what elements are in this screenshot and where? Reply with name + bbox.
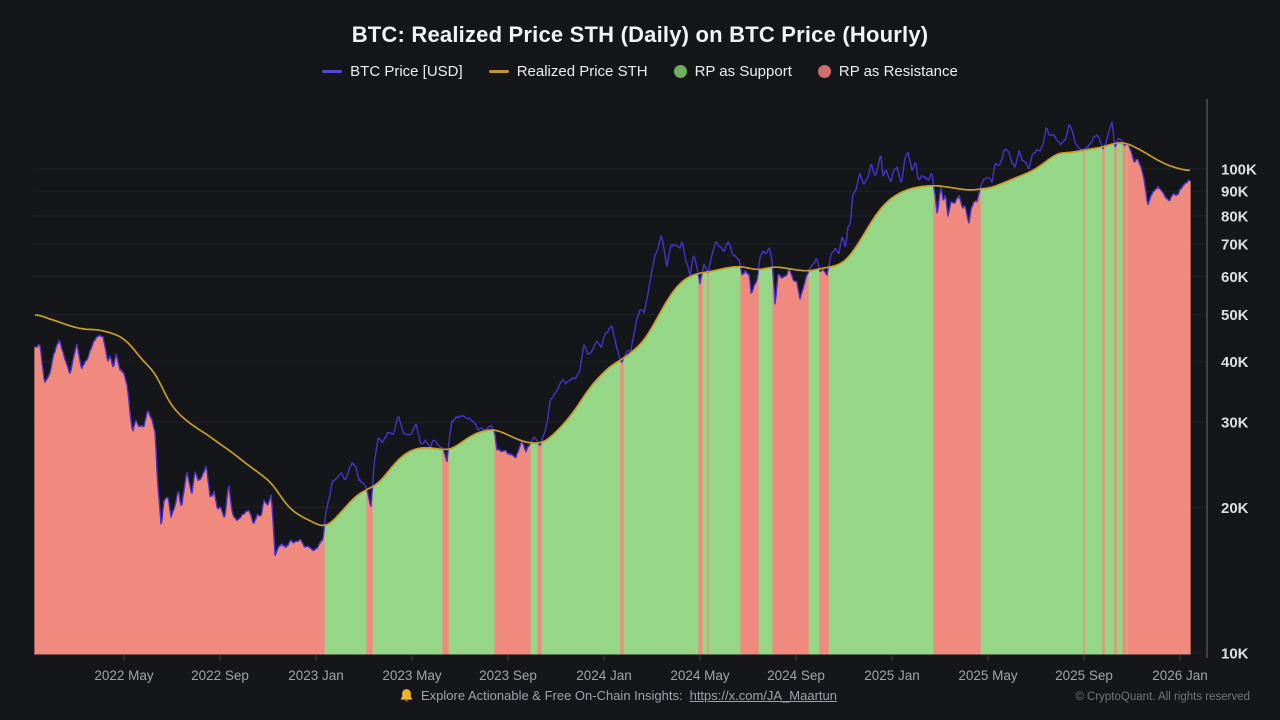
svg-text:2023 Sep: 2023 Sep [479,668,537,683]
svg-text:2025 May: 2025 May [958,668,1018,683]
legend-item-btc-price: BTC Price [USD] [322,63,463,80]
svg-text:2022 May: 2022 May [94,668,154,683]
svg-text:50K: 50K [1221,307,1249,324]
svg-text:40K: 40K [1221,354,1249,371]
chart-legend: BTC Price [USD] Realized Price STH RP as… [0,63,1280,80]
svg-text:2024 May: 2024 May [670,668,730,683]
legend-label: BTC Price [USD] [350,63,463,80]
svg-text:10K: 10K [1221,646,1249,663]
line-swatch-icon [322,70,343,73]
svg-text:2024 Jan: 2024 Jan [576,668,632,683]
svg-text:2023 May: 2023 May [382,668,442,683]
svg-text:2023 Jan: 2023 Jan [288,668,344,683]
svg-text:90K: 90K [1221,184,1249,201]
svg-text:70K: 70K [1221,237,1249,254]
svg-text:80K: 80K [1221,208,1249,225]
circle-swatch-icon [673,65,687,78]
svg-text:20K: 20K [1221,500,1249,517]
line-swatch-icon [488,70,509,73]
legend-item-realized-price: Realized Price STH [488,63,648,80]
legend-item-rp-support: RP as Support [673,63,792,80]
legend-item-rp-resistance: RP as Resistance [817,63,958,80]
svg-text:2025 Sep: 2025 Sep [1055,668,1113,683]
svg-text:2026 Jan: 2026 Jan [1152,668,1208,683]
svg-text:30K: 30K [1221,415,1249,432]
footer-promo-text: Explore Actionable & Free On-Chain Insig… [421,688,683,703]
svg-text:100K: 100K [1221,162,1257,179]
chart-title: BTC: Realized Price STH (Daily) on BTC P… [351,22,929,47]
footer-promo: Explore Actionable & Free On-Chain Insig… [399,688,837,703]
legend-label: RP as Resistance [838,63,958,80]
legend-label: Realized Price STH [516,63,648,80]
circle-swatch-icon [817,65,831,78]
svg-text:2022 Sep: 2022 Sep [191,668,249,683]
footer-promo-link[interactable]: https://x.com/JA_Maartun [689,688,837,703]
svg-text:2025 Jan: 2025 Jan [864,668,920,683]
bell-icon [400,689,413,702]
copyright-text: © CryptoQuant. All rights reserved [1075,691,1250,703]
legend-label: RP as Support [694,63,792,80]
svg-text:60K: 60K [1221,269,1249,286]
svg-text:2024 Sep: 2024 Sep [767,668,825,683]
